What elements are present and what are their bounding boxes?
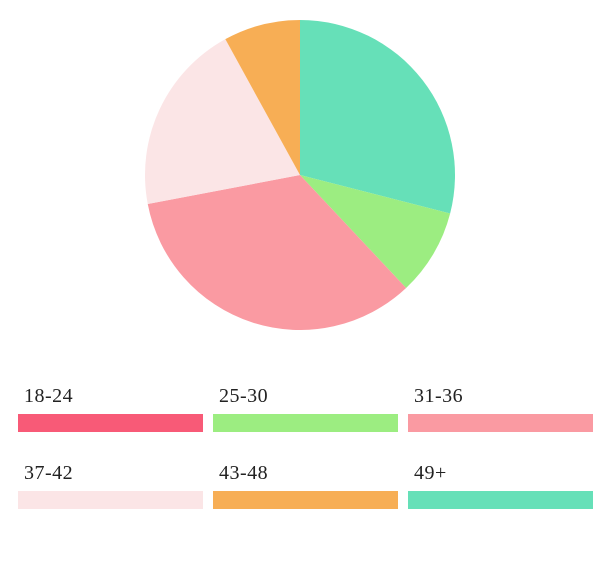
legend-swatch xyxy=(18,414,203,432)
legend-swatch xyxy=(213,414,398,432)
legend-swatch xyxy=(18,491,203,509)
legend-row: 18-24 25-30 31-36 xyxy=(18,385,593,432)
legend-item-31-36: 31-36 xyxy=(408,385,593,432)
legend-item-43-48: 43-48 xyxy=(213,462,398,509)
legend-item-49plus: 49+ xyxy=(408,462,593,509)
legend-swatch xyxy=(408,491,593,509)
legend-label: 18-24 xyxy=(18,385,203,408)
legend-swatch xyxy=(408,414,593,432)
legend-swatch xyxy=(213,491,398,509)
legend-label: 49+ xyxy=(408,462,593,485)
pie-chart-area xyxy=(0,0,600,330)
legend-item-18-24: 18-24 xyxy=(18,385,203,432)
legend-label: 25-30 xyxy=(213,385,398,408)
legend-label: 31-36 xyxy=(408,385,593,408)
legend-row: 37-42 43-48 49+ xyxy=(18,462,593,509)
pie-chart xyxy=(145,20,455,330)
legend-item-37-42: 37-42 xyxy=(18,462,203,509)
legend: 18-24 25-30 31-36 37-42 43-48 49+ xyxy=(18,385,593,539)
legend-label: 43-48 xyxy=(213,462,398,485)
legend-item-25-30: 25-30 xyxy=(213,385,398,432)
legend-label: 37-42 xyxy=(18,462,203,485)
